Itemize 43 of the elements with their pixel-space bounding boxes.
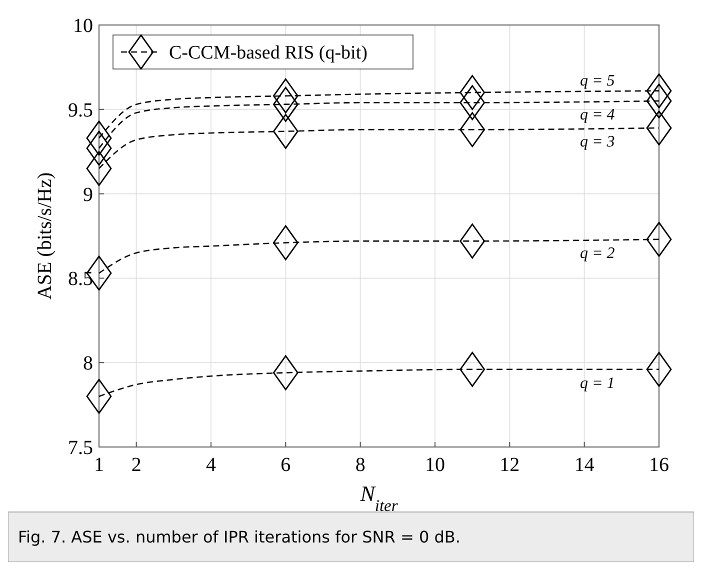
point [460,112,486,148]
y-tick-label: 10 [73,15,93,37]
x-tick-label: 6 [280,454,291,476]
point [272,225,298,260]
x-tick-label: 8 [355,454,366,476]
point [272,114,298,149]
x-tick-label: 14 [574,454,594,476]
x-tick-label: 2 [131,454,142,476]
point [86,378,112,414]
y-tick-label: 9.5 [68,99,93,122]
point [646,222,672,257]
point [272,86,298,122]
x-tick-label: 10 [425,454,445,476]
point [460,75,486,110]
series-label: q = 5 [580,72,615,90]
point [646,110,672,146]
point [460,85,486,120]
y-tick-label: 9 [83,184,93,206]
y-axis-title: ASE (bits/s/Hz) [34,172,56,300]
point [460,224,486,259]
point [646,73,672,108]
y-tick-label: 8.5 [68,268,93,290]
series-label: q = 3 [580,134,615,151]
point [460,352,486,387]
series-label: q = 2 [580,244,615,262]
point [86,150,112,186]
x-tick-label: 4 [206,454,216,476]
legend-label: C-CCM-based RIS (q-bit) [169,42,368,64]
x-tick-label: 16 [649,454,669,476]
point [272,355,298,390]
point [646,83,672,118]
y-tick-label: 8 [83,352,93,375]
series-label: q = 4 [580,106,615,124]
x-tick-label: 1 [94,454,104,476]
y-tick-label: 7.5 [68,437,93,459]
caption: Fig. 7. ASE vs. number of IPR iterations for SNR = 0 dB. [18,528,460,547]
point [86,130,112,166]
point [646,352,672,387]
point [272,78,298,114]
x-axis-title: N$_{iter}$ [359,481,398,514]
series-label: q = 1 [580,374,615,392]
x-tick-label: 12 [500,454,520,476]
point [86,120,112,156]
